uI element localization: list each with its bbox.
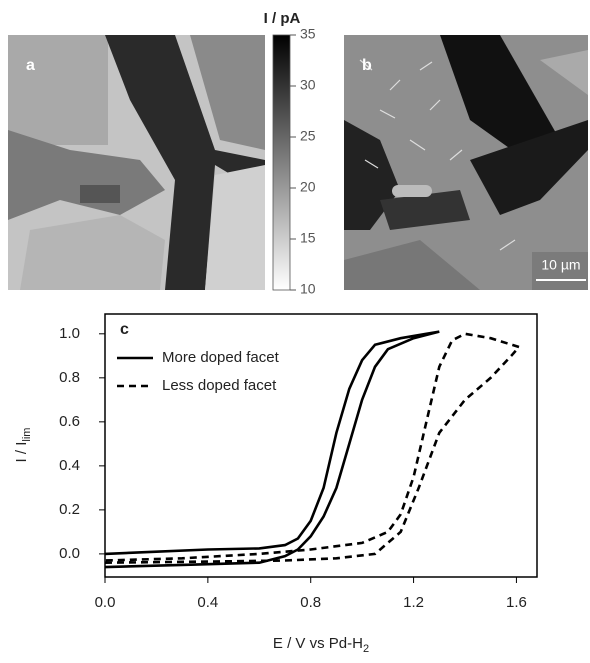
- colorbar: [273, 35, 290, 290]
- colorbar-title: I / pA: [264, 10, 301, 27]
- cv-curve: [105, 332, 439, 567]
- map-image: [8, 35, 265, 290]
- y-tick-label: 0.2: [59, 501, 80, 518]
- y-tick-label: 0.6: [59, 413, 80, 430]
- x-tick-label: 0.8: [300, 594, 321, 611]
- colorbar-tick-label: 10: [300, 281, 316, 297]
- panel-label: b: [362, 57, 372, 74]
- y-tick-label: 0.4: [59, 457, 80, 474]
- figure: a I / pA b 10 µm c E / V vs Pd-H2 I / Il…: [0, 0, 590, 663]
- panel-label: c: [120, 321, 129, 338]
- y-tick-label: 0.0: [59, 545, 80, 562]
- x-axis-label: E / V vs Pd-H2: [273, 635, 369, 655]
- panel-label: a: [26, 57, 35, 74]
- legend-label: More doped facet: [162, 349, 280, 366]
- y-tick-label: 1.0: [59, 325, 80, 342]
- colorbar-tick-label: 20: [300, 179, 316, 195]
- colorbar-tick-label: 35: [300, 26, 316, 42]
- colorbar-tick-label: 25: [300, 128, 316, 144]
- colorbar-tick-label: 15: [300, 230, 316, 246]
- y-tick-label: 0.8: [59, 369, 80, 386]
- scale-bar-label: 10 µm: [541, 257, 580, 273]
- legend-label: Less doped facet: [162, 377, 277, 394]
- cv-curve: [105, 334, 519, 563]
- y-axis-label: I / Ilim: [13, 428, 33, 463]
- x-tick-label: 1.2: [403, 594, 424, 611]
- colorbar-tick-label: 30: [300, 77, 316, 93]
- x-tick-label: 0.0: [95, 594, 116, 611]
- x-tick-label: 0.4: [197, 594, 218, 611]
- x-tick-label: 1.6: [506, 594, 527, 611]
- sem-image: [344, 35, 588, 290]
